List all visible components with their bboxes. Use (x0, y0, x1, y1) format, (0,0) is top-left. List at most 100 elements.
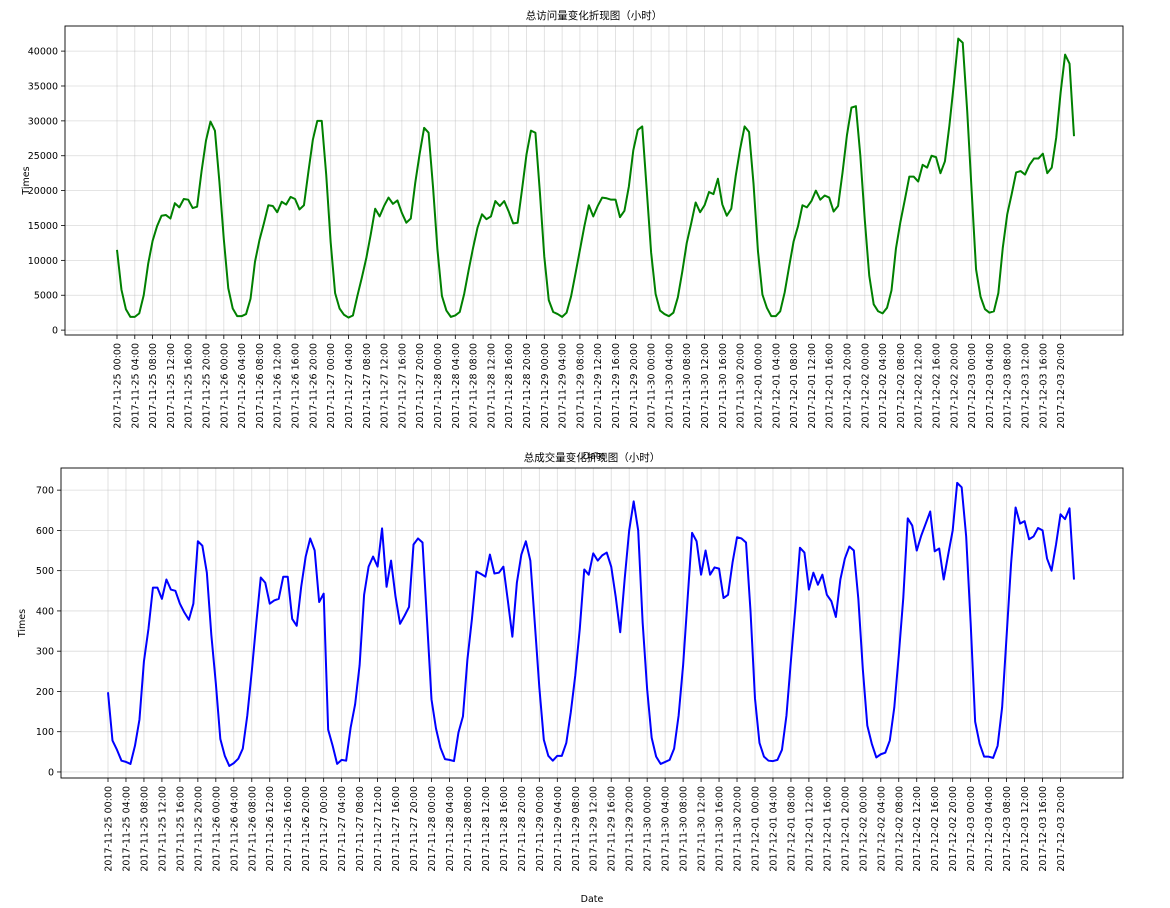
x-tick-label: 2017-11-28 20:00 (517, 786, 528, 872)
x-tick-label: 2017-12-02 04:00 (876, 786, 887, 872)
x-tick-label: 2017-12-03 16:00 (1038, 786, 1049, 872)
x-tick-label: 2017-12-01 08:00 (789, 343, 800, 429)
x-tick-label: 2017-12-02 16:00 (932, 343, 943, 429)
x-tick-label: 2017-12-03 08:00 (1003, 343, 1014, 429)
x-tick-label: 2017-11-30 04:00 (661, 786, 672, 872)
y-tick-label: 0 (52, 326, 58, 337)
y-tick-label: 700 (36, 486, 54, 497)
x-tick-label: 2017-11-27 12:00 (373, 786, 384, 872)
x-tick-label: 2017-11-29 00:00 (540, 343, 551, 429)
x-tick-label: 2017-11-29 12:00 (593, 343, 604, 429)
x-tick-label: 2017-11-25 16:00 (175, 786, 186, 872)
x-tick-label: 2017-12-02 12:00 (912, 786, 923, 872)
x-tick-label: 2017-11-27 20:00 (415, 343, 426, 429)
y-tick-label: 100 (36, 727, 54, 738)
axes-frame (60, 467, 1124, 779)
x-tick-label: 2017-11-30 20:00 (736, 343, 747, 429)
x-tick-label: 2017-11-28 20:00 (522, 343, 533, 429)
x-tick-label: 2017-11-30 00:00 (647, 343, 658, 429)
x-tick-label: 2017-12-01 16:00 (822, 786, 833, 872)
y-tick-label: 15000 (28, 221, 58, 232)
chart-panel-1: 0 5000 10000 15000 20000 25000 30000 35000 40000… (21, 9, 1124, 462)
x-tick-label: 2017-12-01 12:00 (804, 786, 815, 872)
x-tick-label: 2017-12-02 08:00 (894, 786, 905, 872)
plot-area (61, 468, 1123, 778)
x-tick-label: 2017-11-29 12:00 (589, 786, 600, 872)
y-tick-label: 20000 (28, 186, 58, 197)
x-tick-label: 2017-11-25 12:00 (157, 786, 168, 872)
x-tick-label: 2017-11-30 16:00 (718, 343, 729, 429)
y-tick-label: 5000 (34, 291, 58, 302)
x-tick-label: 2017-11-28 08:00 (463, 786, 474, 872)
x-tick-label: 2017-11-26 16:00 (291, 343, 302, 429)
y-tick-label: 35000 (28, 81, 58, 92)
x-tick-label: 2017-12-01 04:00 (771, 343, 782, 429)
x-tick-label: 2017-12-03 00:00 (966, 786, 977, 872)
y-tick-label: 500 (36, 566, 54, 577)
x-tick-label: 2017-11-30 08:00 (679, 786, 690, 872)
x-tick-label: 2017-11-26 04:00 (237, 343, 248, 429)
x-tick-label: 2017-12-03 20:00 (1056, 343, 1067, 429)
x-tick-label: 2017-11-27 08:00 (355, 786, 366, 872)
x-tick-label: 2017-11-27 08:00 (362, 343, 373, 429)
x-tick-label: 2017-11-25 20:00 (202, 343, 213, 429)
y-tick-label: 600 (36, 526, 54, 537)
y-tick-label: 40000 (28, 47, 58, 58)
x-tick-label: 2017-11-26 08:00 (247, 786, 258, 872)
x-tick-label: 2017-11-28 04:00 (451, 343, 462, 429)
x-tick-label: 2017-11-27 00:00 (319, 786, 330, 872)
x-tick-label: 2017-11-29 04:00 (558, 343, 569, 429)
x-tick-label: 2017-11-30 12:00 (697, 786, 708, 872)
x-tick-label: 2017-11-27 16:00 (391, 786, 402, 872)
y-tick-label: 400 (36, 606, 54, 617)
x-tick-label: 2017-11-30 20:00 (733, 786, 744, 872)
x-tick-label: 2017-11-28 00:00 (433, 343, 444, 429)
x-tick-label: 2017-11-25 12:00 (166, 343, 177, 429)
chart-title: 总访问量变化折现图（小时） (526, 9, 663, 22)
series-line (107, 481, 1075, 767)
x-tick-label: 2017-11-25 00:00 (113, 343, 124, 429)
x-tick-label: 2017-11-30 12:00 (700, 343, 711, 429)
x-tick-label: 2017-11-29 20:00 (625, 786, 636, 872)
x-tick-label: 2017-11-26 20:00 (301, 786, 312, 872)
x-axis-label: Date (583, 451, 606, 462)
x-tick-label: 2017-11-29 20:00 (629, 343, 640, 429)
x-tick-label: 2017-12-02 20:00 (948, 786, 959, 872)
x-tick-label: 2017-12-01 00:00 (750, 786, 761, 872)
x-tick-label: 2017-11-28 08:00 (469, 343, 480, 429)
x-tick-label: 2017-11-28 12:00 (481, 786, 492, 872)
x-tick-label: 2017-12-02 12:00 (914, 343, 925, 429)
y-axis-label: Times (17, 609, 28, 638)
x-tick-label: 2017-12-03 04:00 (984, 786, 995, 872)
x-tick-label: 2017-12-01 08:00 (786, 786, 797, 872)
x-tick-label: 2017-11-26 04:00 (229, 786, 240, 872)
x-tick-label: 2017-11-30 04:00 (664, 343, 675, 429)
y-tick-label: 25000 (28, 151, 58, 162)
x-tick-label: 2017-11-25 16:00 (184, 343, 195, 429)
x-tick-label: 2017-11-28 12:00 (486, 343, 497, 429)
x-tick-label: 2017-11-26 16:00 (283, 786, 294, 872)
x-tick-label: 2017-11-29 00:00 (535, 786, 546, 872)
x-tick-label: 2017-11-26 20:00 (308, 343, 319, 429)
x-tick-label: 2017-11-26 00:00 (219, 343, 230, 429)
x-tick-label: 2017-12-03 08:00 (1002, 786, 1013, 872)
x-tick-label: 2017-11-25 00:00 (104, 786, 115, 872)
y-tick-label: 300 (36, 647, 54, 658)
chart-title: 总成交量变化折现图（小时） (524, 451, 661, 464)
x-tick-label: 2017-12-02 00:00 (858, 786, 869, 872)
x-tick-label: 2017-11-27 20:00 (409, 786, 420, 872)
x-tick-label: 2017-11-26 08:00 (255, 343, 266, 429)
x-tick-label: 2017-11-29 16:00 (607, 786, 618, 872)
x-tick-label: 2017-12-01 20:00 (840, 786, 851, 872)
x-tick-label: 2017-11-27 16:00 (397, 343, 408, 429)
x-tick-label: 2017-12-03 20:00 (1056, 786, 1067, 872)
x-tick-label: 2017-11-29 08:00 (571, 786, 582, 872)
x-tick-label: 2017-12-01 16:00 (825, 343, 836, 429)
x-tick-label: 2017-12-03 12:00 (1020, 786, 1031, 872)
x-tick-label: 2017-11-27 04:00 (344, 343, 355, 429)
x-tick-label: 2017-11-28 16:00 (504, 343, 515, 429)
x-tick-label: 2017-11-25 20:00 (193, 786, 204, 872)
x-tick-label: 2017-12-02 16:00 (930, 786, 941, 872)
